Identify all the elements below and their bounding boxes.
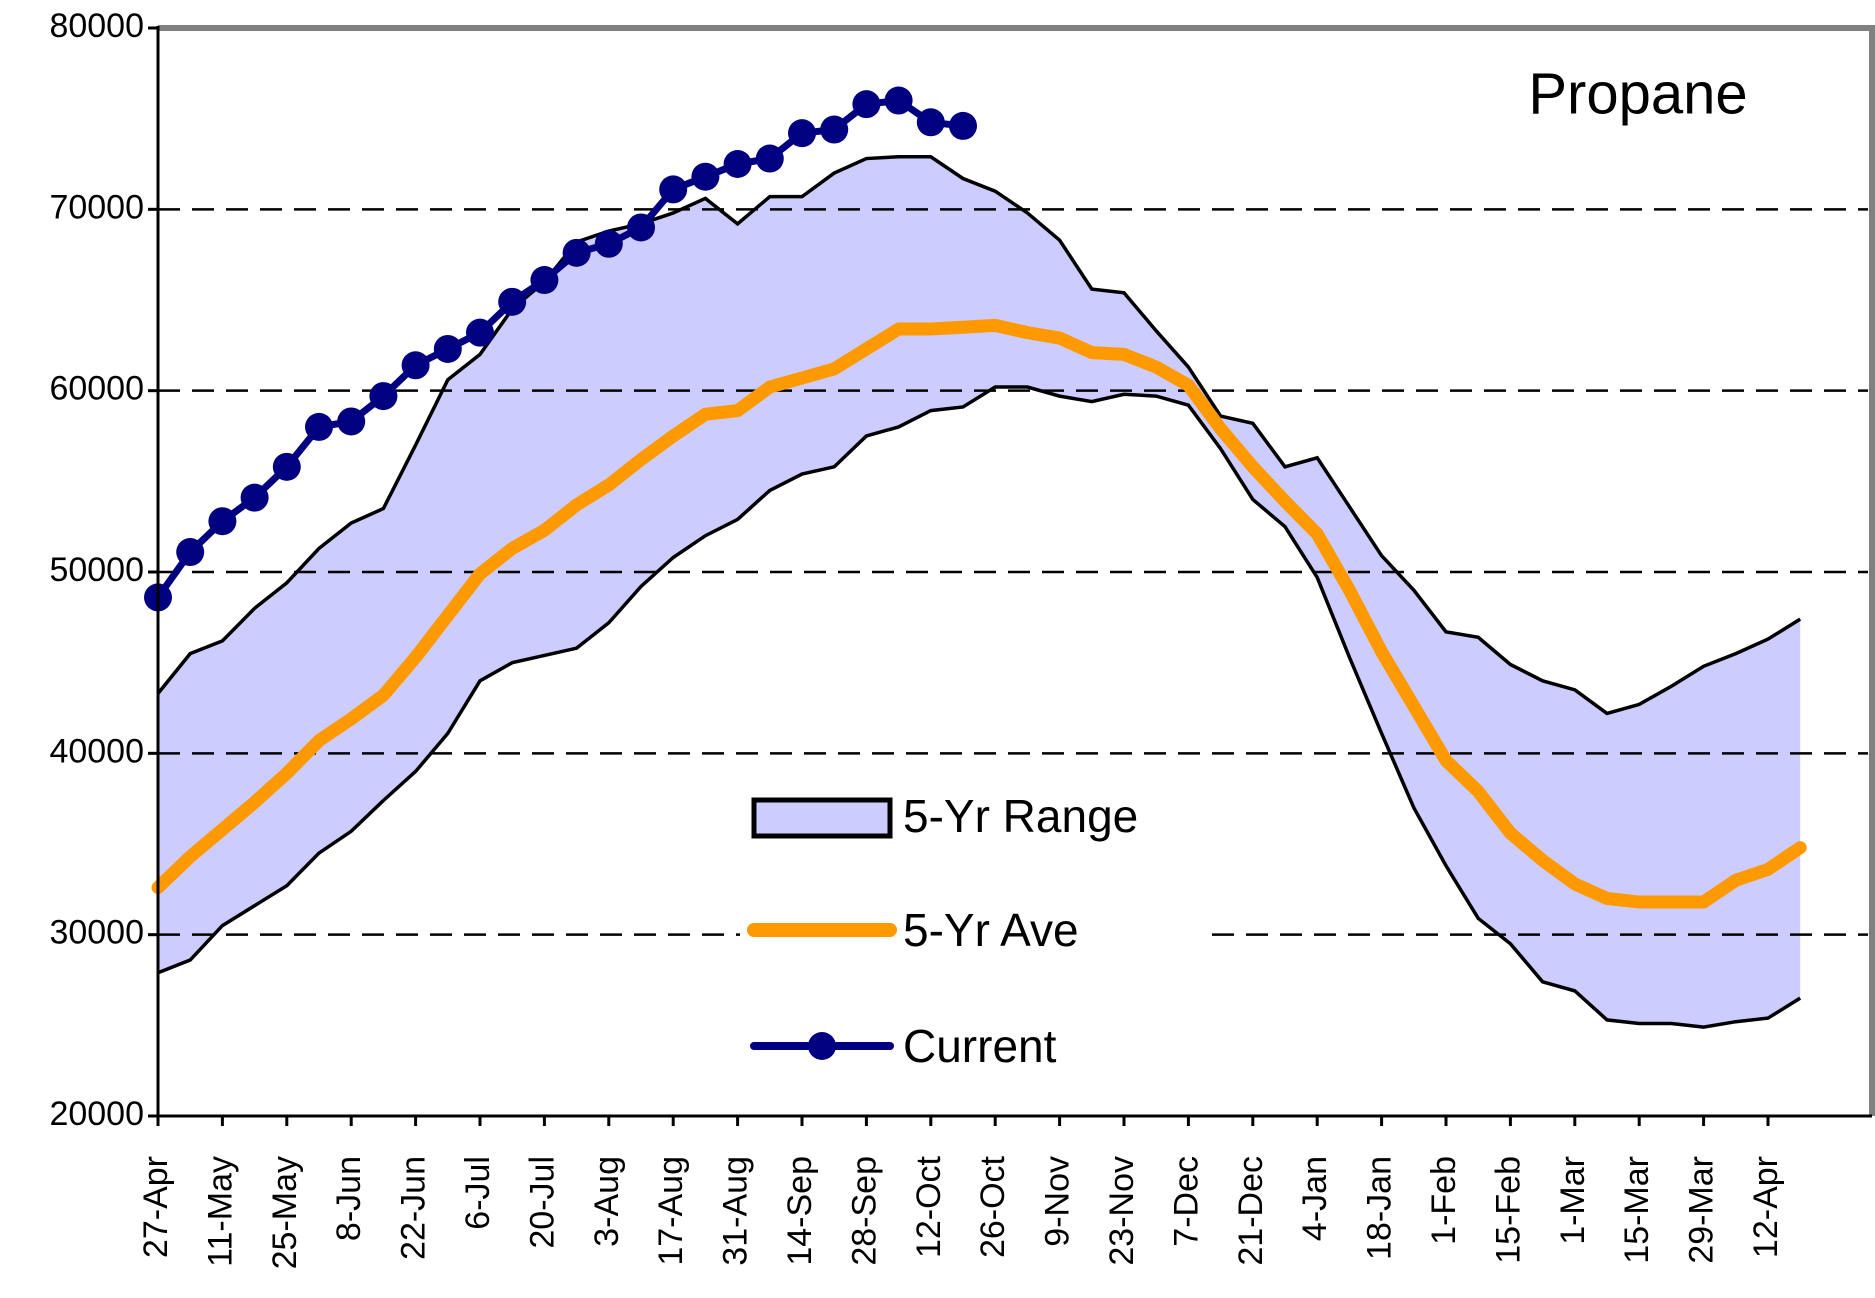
- x-tick-label: 15-Feb: [1489, 1156, 1527, 1264]
- marker: [788, 119, 816, 148]
- x-tick-label: 6-Jul: [459, 1156, 497, 1230]
- x-tick-label: 22-Jun: [395, 1156, 433, 1260]
- marker: [176, 538, 205, 567]
- legend-swatch: [751, 797, 893, 839]
- marker: [562, 238, 591, 267]
- range-edge: [156, 154, 1802, 716]
- legend-label: Current: [903, 1020, 1057, 1072]
- x-tick-label: 4-Jan: [1296, 1156, 1334, 1241]
- x-tick-label: 3-Aug: [588, 1156, 626, 1247]
- y-tick-label: 30000: [49, 914, 144, 952]
- marker: [594, 229, 623, 258]
- x-tick-label: 12-Apr: [1747, 1156, 1785, 1258]
- range-edge: [157, 385, 1802, 1029]
- marker: [498, 287, 527, 316]
- marker: [949, 111, 977, 140]
- x-tick-label: 15-Mar: [1618, 1156, 1656, 1264]
- x-tick-label: 28-Sep: [845, 1156, 883, 1266]
- y-tick-label: 20000: [49, 1095, 144, 1133]
- x-tick-label: 31-Aug: [717, 1156, 755, 1266]
- marker: [723, 150, 752, 178]
- range-band: [158, 156, 1801, 1028]
- x-tick-label: 17-Aug: [652, 1156, 690, 1266]
- x-tick-label: 27-Apr: [137, 1156, 175, 1258]
- x-tick-label: 20-Jul: [523, 1156, 561, 1249]
- marker: [659, 175, 688, 204]
- y-tick-label: 50000: [49, 551, 144, 589]
- y-tick-label: 80000: [49, 7, 144, 45]
- annotation: Propane: [1528, 61, 1747, 126]
- marker: [627, 213, 655, 242]
- marker: [337, 407, 366, 436]
- y-tick-label: 70000: [49, 188, 144, 226]
- x-tick-label: 23-Nov: [1103, 1156, 1141, 1266]
- marker: [884, 86, 913, 115]
- marker: [433, 334, 462, 363]
- x-tick-label: 25-May: [266, 1156, 304, 1269]
- marker: [691, 162, 720, 191]
- plot-frame: [158, 25, 1875, 1116]
- x-tick-label: 1-Feb: [1425, 1156, 1463, 1245]
- legend-marker: [808, 1032, 836, 1060]
- marker: [272, 452, 301, 481]
- marker: [466, 318, 494, 347]
- x-tick-label: 26-Oct: [974, 1155, 1012, 1258]
- marker: [305, 412, 333, 441]
- marker: [916, 108, 945, 137]
- marker: [369, 382, 398, 411]
- marker: [240, 483, 269, 512]
- marker: [755, 144, 784, 173]
- legend-label: 5-Yr Ave: [903, 904, 1079, 956]
- series-line: [151, 318, 1807, 909]
- marker: [401, 351, 430, 380]
- plot-layer: [144, 86, 1868, 1029]
- y-tick-label: 60000: [49, 370, 144, 408]
- x-tick-label: 7-Dec: [1167, 1156, 1205, 1247]
- x-tick-label: 9-Nov: [1039, 1156, 1077, 1247]
- x-tick-label: 11-May: [201, 1156, 239, 1267]
- legend-label: 5-Yr Range: [903, 790, 1138, 842]
- x-tick-label: 21-Dec: [1232, 1156, 1270, 1266]
- x-tick-label: 14-Sep: [781, 1156, 819, 1266]
- x-tick-label: 8-Jun: [330, 1156, 368, 1241]
- marker: [852, 90, 881, 119]
- x-tick-label: 29-Mar: [1683, 1156, 1721, 1264]
- y-tick-label: 40000: [49, 732, 144, 770]
- x-tick-label: 12-Oct: [910, 1155, 948, 1258]
- marker: [208, 507, 237, 536]
- x-tick-label: 1-Mar: [1554, 1156, 1592, 1245]
- x-tick-label: 18-Jan: [1361, 1156, 1399, 1260]
- marker: [820, 115, 849, 144]
- marker: [530, 266, 559, 295]
